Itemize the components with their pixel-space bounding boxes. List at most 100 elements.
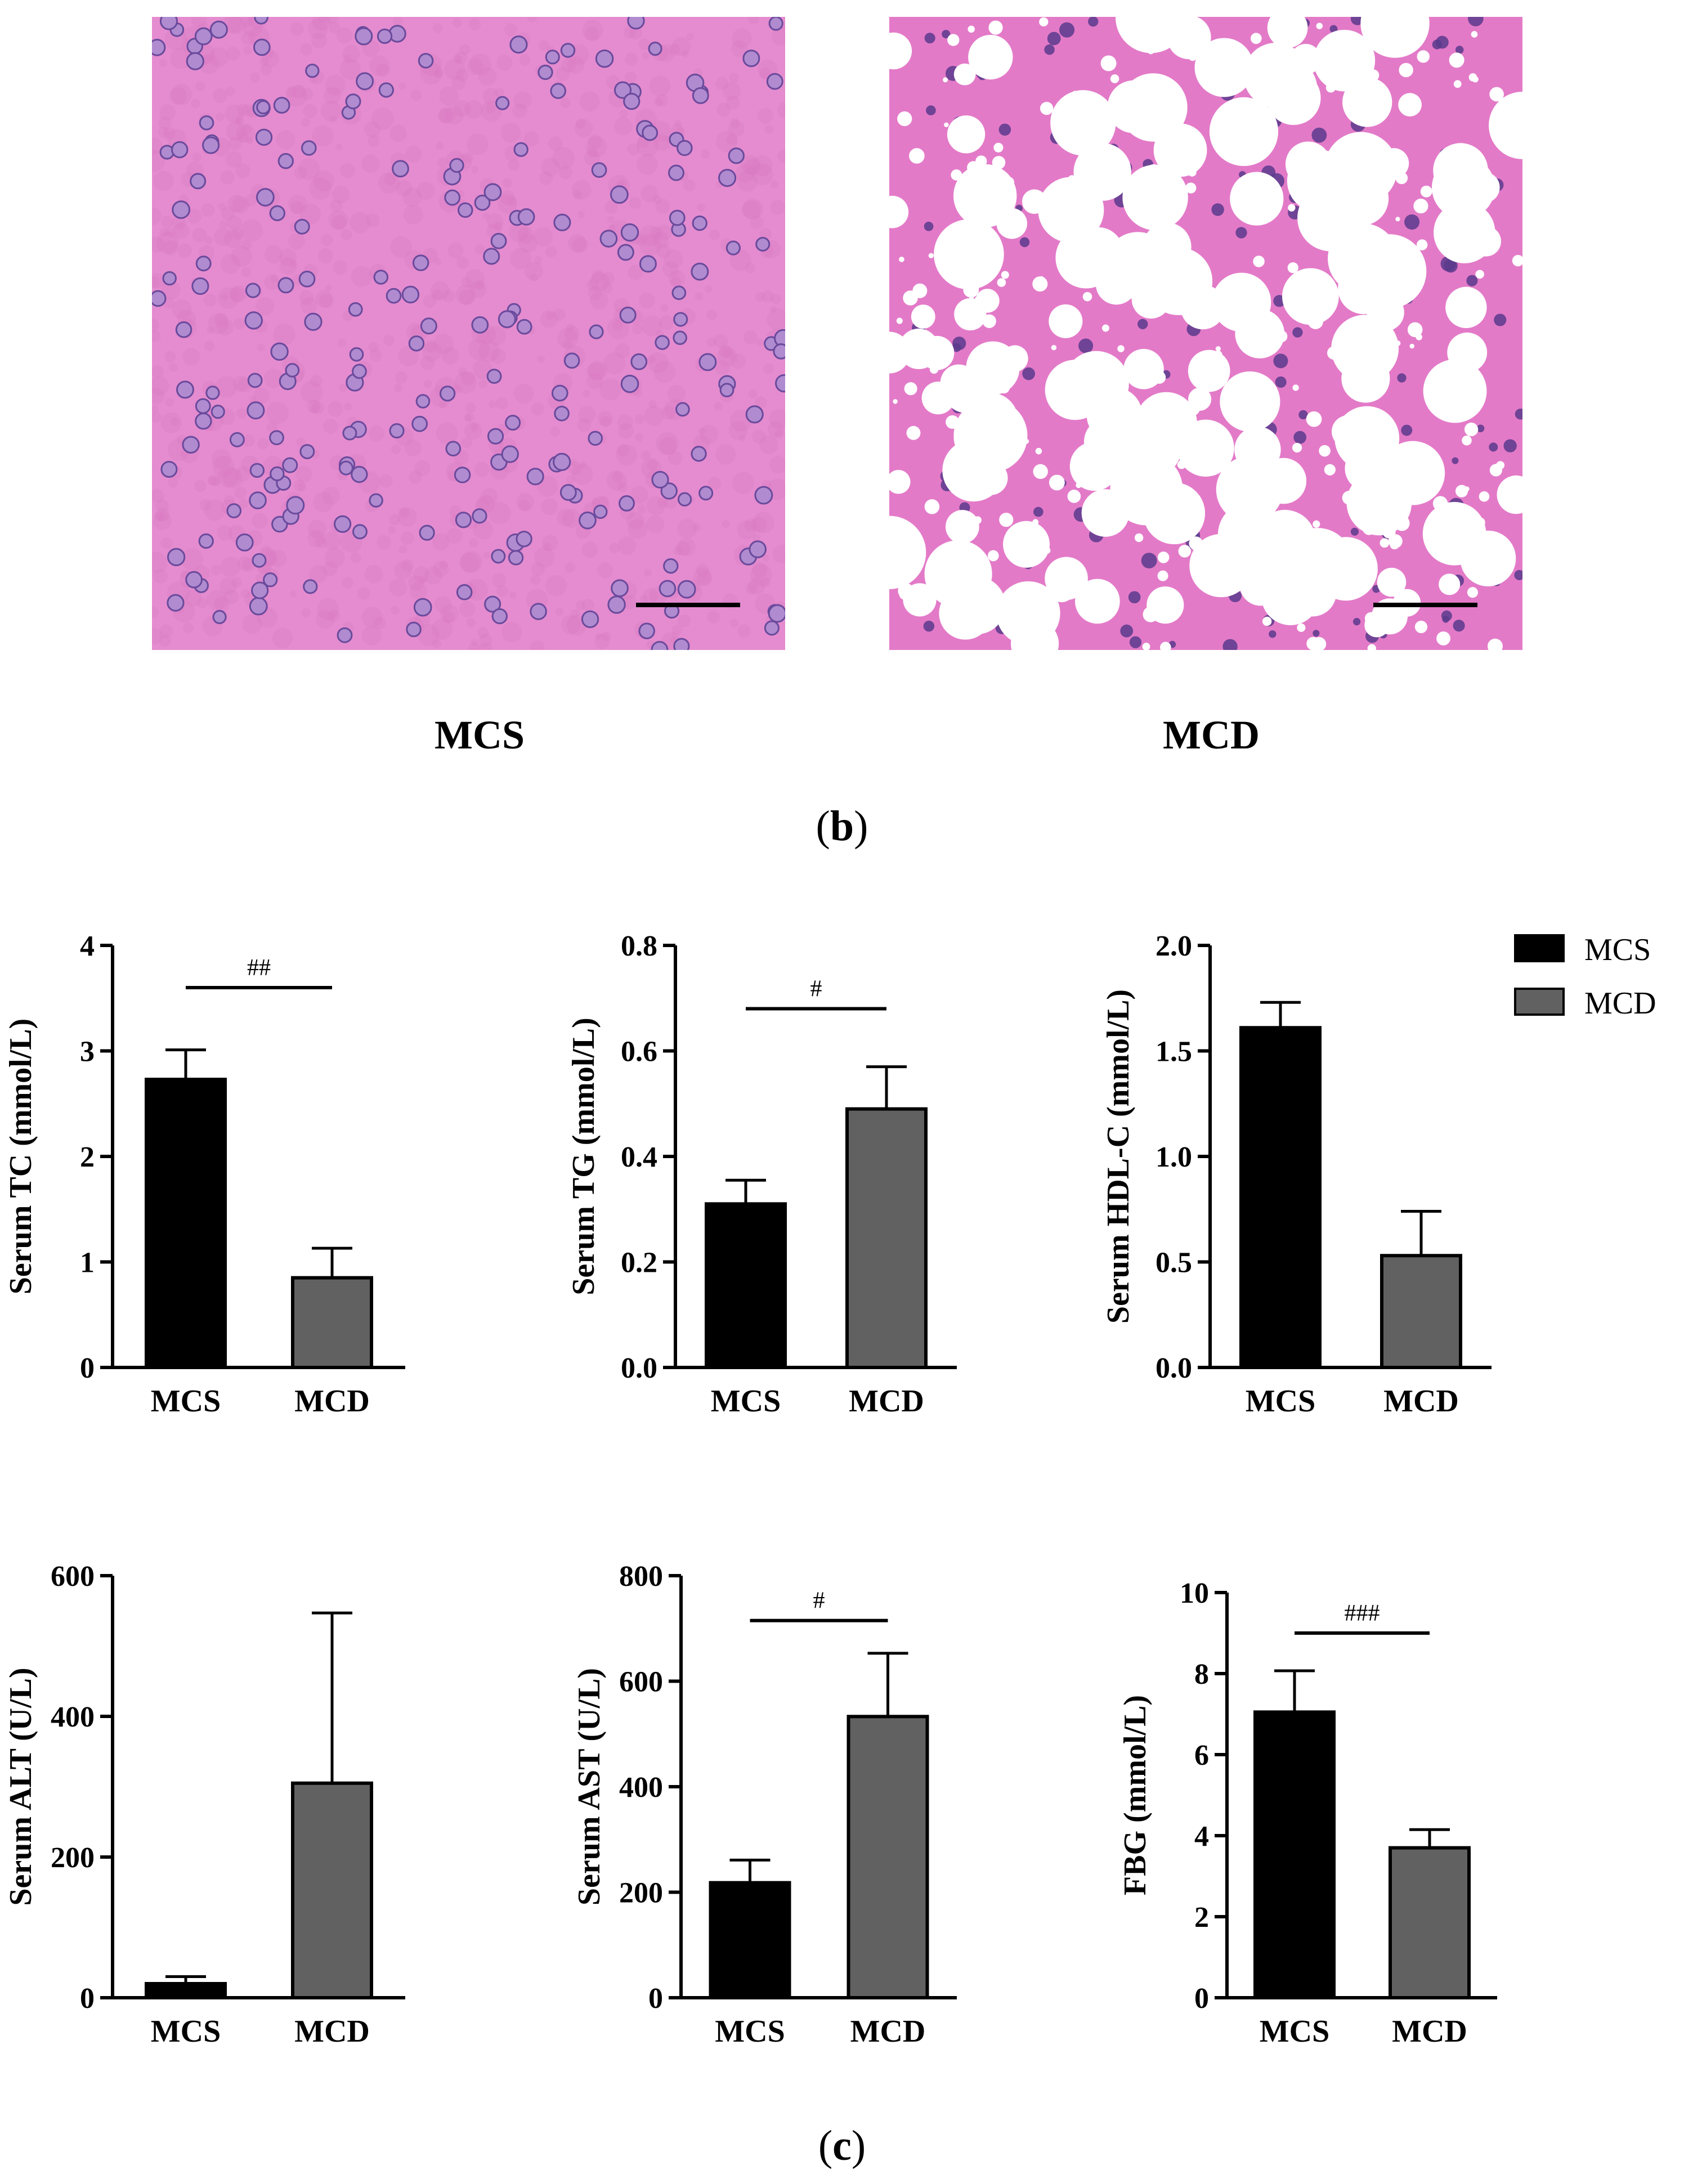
cytoplasm-texture: [243, 434, 256, 447]
nucleus: [455, 512, 472, 528]
cytoplasm-texture: [543, 542, 552, 551]
cytoplasm-texture: [771, 180, 779, 189]
cytoplasm-texture: [320, 101, 342, 122]
cytoplasm-texture: [530, 640, 545, 650]
cytoplasm-texture: [471, 165, 479, 173]
cytoplasm-texture: [746, 165, 757, 176]
small-lipid-droplet: [893, 399, 898, 404]
cytoplasm-texture: [539, 171, 553, 185]
cytoplasm-texture: [716, 102, 731, 117]
cytoplasm-texture: [225, 104, 244, 123]
small-lipid-droplet: [1336, 442, 1345, 451]
cytoplasm-texture: [340, 163, 355, 178]
cytoplasm-texture: [719, 344, 733, 358]
cytoplasm-texture: [762, 554, 769, 562]
lipid-droplet: [889, 331, 911, 374]
lipid-droplet: [1341, 354, 1390, 403]
nucleus: [560, 43, 576, 58]
cytoplasm-texture: [311, 401, 325, 414]
cytoplasm-texture: [279, 248, 297, 266]
nucleus: [516, 531, 532, 548]
nucleus: [1129, 636, 1142, 648]
bar-mcs: [1239, 1026, 1322, 1369]
bar-mcs: [145, 1982, 227, 1999]
cytoplasm-texture: [241, 614, 262, 634]
histology-image-mcs: [152, 17, 785, 650]
small-lipid-droplet: [1471, 382, 1483, 393]
nucleus: [1059, 22, 1075, 38]
nucleus: [401, 285, 420, 304]
cytoplasm-texture: [647, 355, 656, 364]
cytoplasm-texture: [634, 433, 643, 442]
nucleus: [942, 30, 951, 39]
cytoplasm-texture: [288, 194, 308, 214]
panel-label-c: (c): [818, 2122, 866, 2169]
cytoplasm-texture: [240, 31, 256, 46]
small-lipid-droplet: [1395, 172, 1408, 185]
cytoplasm-texture: [312, 125, 334, 147]
cytoplasm-texture: [446, 528, 463, 544]
cytoplasm-texture: [235, 466, 250, 482]
cytoplasm-texture: [572, 190, 583, 200]
small-lipid-droplet: [1100, 55, 1117, 71]
lipid-droplet: [1371, 598, 1408, 635]
nucleus: [545, 50, 560, 65]
small-lipid-droplet: [965, 475, 977, 486]
nucleus: [458, 202, 473, 218]
cytoplasm-texture: [755, 396, 767, 409]
cytoplasm-texture: [371, 107, 394, 130]
small-lipid-droplet: [1001, 271, 1009, 279]
small-lipid-droplet: [982, 314, 996, 328]
cytoplasm-texture: [330, 199, 343, 212]
cytoplasm-texture: [432, 289, 443, 301]
cytoplasm-texture: [581, 541, 598, 558]
cytoplasm-texture: [745, 582, 758, 594]
nucleus: [1453, 620, 1465, 632]
cytoplasm-texture: [545, 245, 557, 258]
cytoplasm-texture: [459, 44, 471, 56]
nucleus: [471, 316, 489, 334]
cytoplasm-texture: [404, 440, 422, 457]
cytoplasm-texture: [285, 85, 307, 107]
cytoplasm-texture: [394, 561, 413, 580]
cytoplasm-texture: [464, 412, 474, 422]
nucleus: [1044, 44, 1055, 55]
small-lipid-droplet: [1253, 255, 1265, 267]
small-lipid-droplet: [1380, 538, 1390, 548]
lipid-droplet: [945, 510, 979, 544]
cytoplasm-texture: [219, 220, 228, 229]
nucleus: [440, 385, 456, 402]
image-caption-mcs: MCS: [435, 712, 525, 757]
cytoplasm-texture: [523, 131, 539, 147]
cytoplasm-texture: [468, 18, 481, 30]
cytoplasm-texture: [243, 46, 252, 55]
cytoplasm-texture: [459, 289, 474, 306]
cytoplasm-texture: [572, 180, 592, 200]
small-lipid-droplet: [904, 382, 917, 396]
y-tick-label: 1.5: [1155, 1036, 1192, 1068]
cytoplasm-texture: [155, 508, 169, 522]
nucleus: [1019, 237, 1030, 248]
cytoplasm-texture: [172, 299, 192, 320]
cytoplasm-texture: [486, 326, 507, 346]
nucleus: [355, 27, 373, 46]
small-lipid-droplet: [1146, 164, 1161, 178]
x-tick-label: MCD: [850, 2014, 926, 2049]
bar-mcs: [145, 1078, 227, 1369]
cytoplasm-texture: [218, 466, 239, 488]
cytoplasm-texture: [294, 166, 307, 180]
cytoplasm-texture: [607, 317, 629, 339]
cytoplasm-texture: [195, 81, 205, 91]
nucleus: [754, 486, 773, 505]
nucleus: [1235, 227, 1247, 239]
y-tick-label: 4: [80, 930, 95, 962]
cytoplasm-texture: [747, 17, 760, 24]
small-lipid-droplet: [1340, 577, 1348, 586]
y-axis-label: FBG (mmol/L): [1118, 1695, 1153, 1895]
small-lipid-droplet: [1316, 23, 1323, 29]
small-lipid-droplet: [1292, 384, 1299, 391]
lipid-droplet: [889, 32, 912, 70]
cytoplasm-texture: [266, 402, 289, 424]
nucleus: [474, 194, 491, 211]
nucleus: [415, 394, 431, 409]
